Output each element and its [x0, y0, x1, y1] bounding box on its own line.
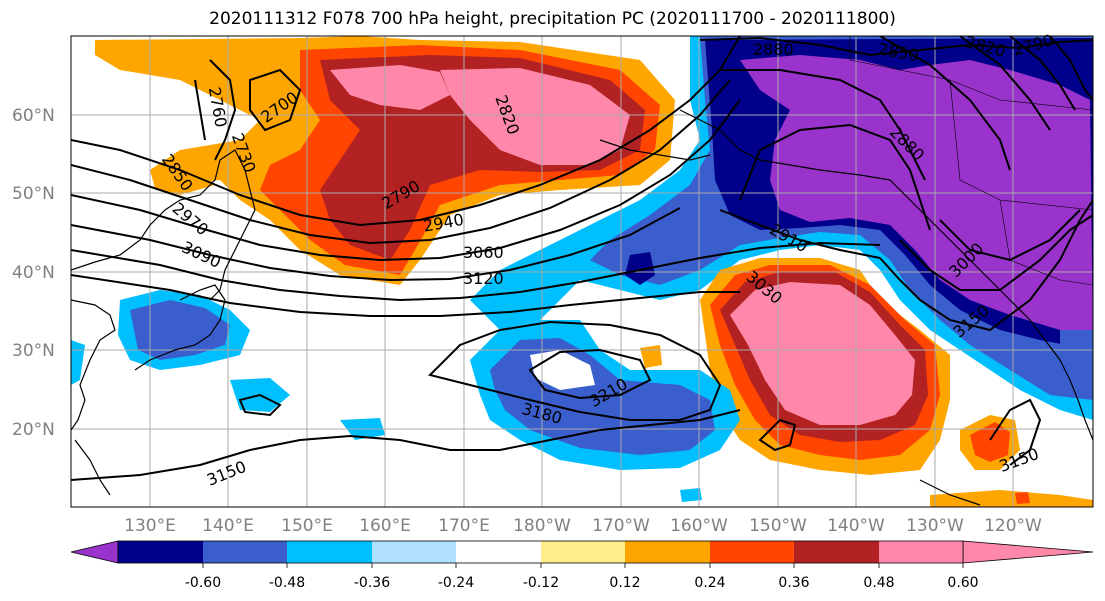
lon-label: 170°W — [592, 516, 650, 536]
colorbar-segment — [456, 541, 541, 563]
coastlines — [71, 109, 1093, 506]
colorbar-segment — [794, 541, 879, 563]
lat-label: 60°N — [12, 106, 55, 126]
colorbar-segment — [287, 541, 372, 563]
lon-label: 140°W — [827, 516, 885, 536]
colorbar-segment — [372, 541, 456, 563]
colorbar: -0.60 -0.48 -0.36 -0.24 -0.12 0.12 0.24 … — [70, 540, 1094, 591]
colorbar-label: -0.60 — [185, 575, 221, 591]
lon-label: 150°W — [749, 516, 807, 536]
colorbar-segment — [625, 541, 710, 563]
colorbar-label: -0.12 — [523, 575, 559, 591]
colorbar-segment — [879, 541, 963, 563]
latitude-labels: 60°N 50°N 40°N 30°N 20°N — [12, 106, 55, 440]
colorbar-under-triangle — [70, 540, 119, 564]
contour-label: 2880 — [753, 40, 794, 59]
colorbar-label: -0.36 — [354, 575, 390, 591]
longitude-labels: 130°E 140°E 150°E 160°E 170°E 180°W 170°… — [124, 516, 1042, 536]
lon-label: 180°W — [513, 516, 571, 536]
map-title: 2020111312 F078 700 hPa height, precipit… — [209, 9, 896, 29]
colorbar-label: -0.24 — [438, 575, 474, 591]
contour-label: 3120 — [463, 269, 504, 288]
lat-label: 30°N — [12, 341, 55, 361]
colorbar-label: -0.48 — [269, 575, 305, 591]
colorbar-label: 0.24 — [694, 575, 725, 591]
lat-label: 40°N — [12, 263, 55, 283]
colorbar-segment — [118, 541, 203, 563]
map-frame — [70, 35, 1094, 508]
borders — [849, 36, 1093, 286]
colorbar-segment — [541, 541, 625, 563]
height-contours — [71, 36, 1093, 481]
colorbar-label: 0.36 — [778, 575, 809, 591]
colorbar-segment — [203, 541, 287, 563]
colorbar-over-triangle — [962, 540, 1094, 564]
colorbar-segment — [710, 541, 794, 563]
lat-label: 50°N — [12, 184, 55, 204]
lon-label: 160°W — [670, 516, 728, 536]
lon-label: 140°E — [202, 516, 254, 536]
lat-label: 20°N — [12, 420, 55, 440]
graticule — [71, 36, 1093, 507]
colorbar-label: 0.48 — [863, 575, 894, 591]
lon-label: 160°E — [359, 516, 411, 536]
lon-label: 130°W — [906, 516, 964, 536]
lon-label: 150°E — [281, 516, 333, 536]
lon-label: 170°E — [438, 516, 490, 536]
lon-label: 120°W — [984, 516, 1042, 536]
lon-label: 130°E — [124, 516, 176, 536]
contour-label: 3060 — [463, 243, 504, 262]
colorbar-label: 0.60 — [947, 575, 978, 591]
colorbar-label: 0.12 — [609, 575, 640, 591]
